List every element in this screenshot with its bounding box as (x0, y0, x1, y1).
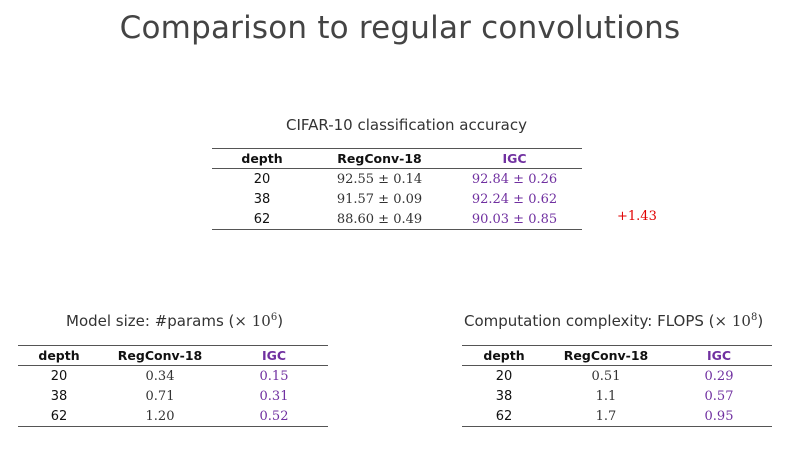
igc-cell: 0.15 (259, 368, 289, 384)
regconv-cell: 91.57 ± 0.09 (336, 191, 423, 207)
model-size-caption-exp: 6 (270, 312, 278, 323)
table-row: 20 0.51 0.29 (462, 366, 772, 387)
table-row: 38 91.57 ± 0.09 92.24 ± 0.62 (212, 189, 582, 209)
igc-cell: 0.95 (666, 406, 772, 427)
accuracy-table: depth RegConv-18 IGC 20 92.55 ± 0.14 92.… (212, 148, 582, 230)
depth-cell: 62 (212, 209, 312, 230)
model-size-caption-suffix: ) (277, 312, 284, 330)
model-size-caption-times: × 10 (234, 312, 271, 330)
complexity-caption-suffix: ) (757, 312, 764, 330)
igc-cell: 92.24 ± 0.62 (471, 191, 558, 207)
table-row: 38 0.71 0.31 (18, 386, 328, 406)
regconv-cell: 88.60 ± 0.49 (312, 209, 447, 230)
col-regconv: RegConv-18 (100, 345, 220, 366)
complexity-caption-exp: 8 (750, 312, 758, 323)
accuracy-gain: +1.43 (617, 209, 657, 224)
table-row: 20 92.55 ± 0.14 92.84 ± 0.26 (212, 169, 582, 190)
col-depth: depth (18, 345, 100, 366)
table-row: 38 1.1 0.57 (462, 386, 772, 406)
table-header-row: depth RegConv-18 IGC (462, 345, 772, 366)
igc-cell: 0.57 (704, 388, 734, 404)
igc-cell: 0.31 (259, 388, 289, 404)
complexity-caption-times: × 10 (714, 312, 751, 330)
col-igc: IGC (220, 345, 328, 366)
depth-cell: 20 (495, 368, 513, 384)
model-size-table: depth RegConv-18 IGC 20 0.34 0.15 38 0.7… (18, 345, 328, 427)
accuracy-caption: CIFAR-10 classification accuracy (286, 116, 527, 134)
table-header-row: depth RegConv-18 IGC (18, 345, 328, 366)
regconv-cell: 0.34 (145, 368, 175, 384)
model-size-caption: Model size: #params (× 106) (66, 312, 283, 330)
depth-cell: 38 (495, 388, 513, 404)
regconv-cell: 0.71 (145, 388, 175, 404)
table-row: 62 1.20 0.52 (18, 406, 328, 427)
depth-cell: 20 (50, 368, 68, 384)
depth-cell: 20 (253, 171, 271, 187)
slide-title: Comparison to regular convolutions (119, 10, 681, 46)
igc-cell: 0.29 (704, 368, 734, 384)
col-depth: depth (212, 148, 312, 169)
table-row: 62 88.60 ± 0.49 90.03 ± 0.85 (212, 209, 582, 230)
regconv-cell: 1.20 (100, 406, 220, 427)
igc-cell: 0.52 (220, 406, 328, 427)
complexity-table: depth RegConv-18 IGC 20 0.51 0.29 38 1.1… (462, 345, 772, 427)
table-row: 62 1.7 0.95 (462, 406, 772, 427)
col-igc: IGC (666, 345, 772, 366)
depth-cell: 38 (253, 191, 271, 207)
igc-cell: 92.84 ± 0.26 (471, 171, 558, 187)
table-row: 20 0.34 0.15 (18, 366, 328, 387)
depth-cell: 62 (462, 406, 546, 427)
col-depth: depth (462, 345, 546, 366)
col-regconv: RegConv-18 (546, 345, 666, 366)
igc-cell: 90.03 ± 0.85 (447, 209, 582, 230)
regconv-cell: 0.51 (591, 368, 621, 384)
complexity-caption-prefix: Computation complexity: FLOPS ( (464, 312, 715, 330)
col-igc: IGC (447, 148, 582, 169)
regconv-cell: 1.7 (546, 406, 666, 427)
depth-cell: 62 (18, 406, 100, 427)
regconv-cell: 1.1 (595, 388, 617, 404)
col-regconv: RegConv-18 (312, 148, 447, 169)
complexity-caption: Computation complexity: FLOPS (× 108) (464, 312, 763, 330)
table-header-row: depth RegConv-18 IGC (212, 148, 582, 169)
depth-cell: 38 (50, 388, 68, 404)
model-size-caption-prefix: Model size: #params ( (66, 312, 235, 330)
regconv-cell: 92.55 ± 0.14 (336, 171, 423, 187)
